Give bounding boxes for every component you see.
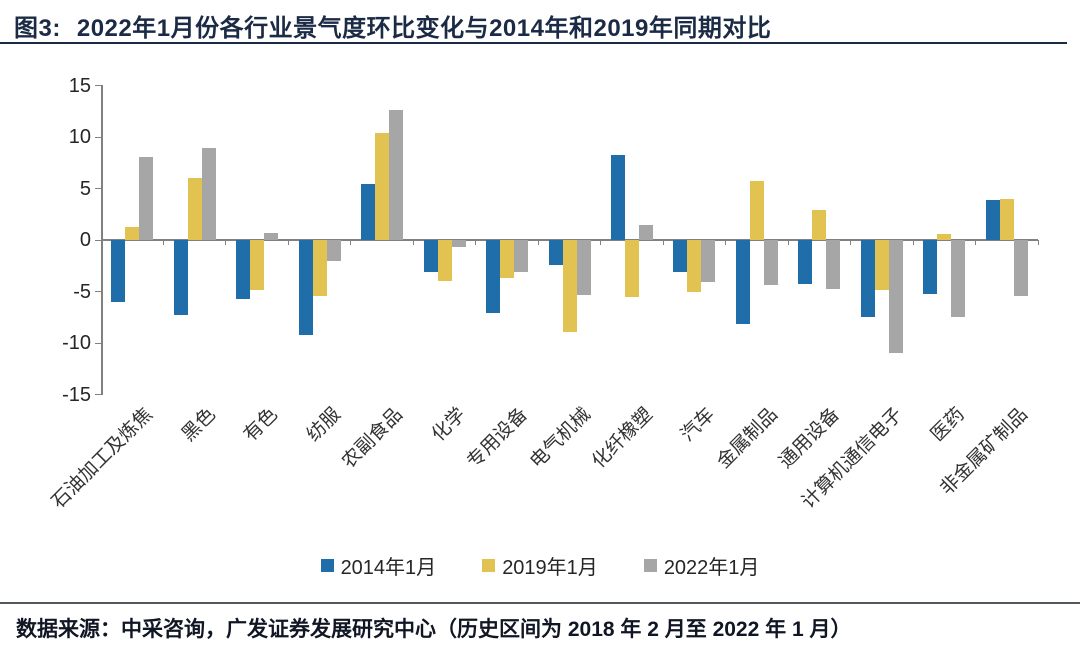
legend-item-2022年1月: 2022年1月 [643,551,760,580]
bar-2022年1月-化学 [451,240,466,248]
bar-2014年1月-化学 [423,240,438,272]
x-tick [537,240,539,245]
bar-2019年1月-汽车 [687,240,702,292]
bar-2022年1月-汽车 [701,240,716,283]
bar-2014年1月-非金属矿制品 [985,199,1000,240]
bar-2019年1月-医药 [937,233,952,240]
y-tick [95,85,101,86]
legend-label: 2014年1月 [340,557,437,579]
y-axis-tick-label: -10 [62,332,91,354]
x-tick [975,240,977,245]
bar-2014年1月-有色 [236,240,251,299]
bar-2014年1月-黑色 [173,240,188,316]
bar-2019年1月-有色 [250,240,265,291]
x-tick [475,240,477,245]
x-tick [600,240,602,245]
x-tick [1037,240,1039,245]
bar-2019年1月-黑色 [187,178,202,240]
bar-2022年1月-计算机通信电子 [888,240,903,354]
bar-2019年1月-化纤橡塑 [624,240,639,297]
bar-2019年1月-金属制品 [749,181,764,240]
legend-swatch-icon [320,559,334,572]
bar-2014年1月-医药 [923,240,938,294]
bar-2019年1月-石油加工及炼焦 [125,226,140,240]
bar-2014年1月-电气机械 [548,240,563,265]
bar-2022年1月-纺服 [326,240,341,261]
legend-swatch-icon [643,559,657,572]
legend-item-2014年1月: 2014年1月 [320,551,437,580]
y-tick [95,136,101,138]
bar-2014年1月-农副食品 [361,184,376,240]
bar-2014年1月-化纤橡塑 [610,154,625,240]
y-tick [95,188,101,189]
data-source-note: 数据来源：中采咨询，广发证券发展研究中心（历史区间为 2018 年 2 月至 2… [16,618,852,641]
bar-2014年1月-专用设备 [486,240,501,314]
y-tick [95,239,101,241]
bar-2022年1月-农副食品 [389,110,404,240]
x-tick [225,240,227,245]
bar-2019年1月-计算机通信电子 [874,240,889,291]
bar-2014年1月-计算机通信电子 [860,240,875,318]
chart-legend: 2014年1月 2019年1月 2022年1月 [0,551,1080,580]
x-tick [412,240,414,245]
y-tick [95,394,101,395]
x-tick [287,240,289,245]
bar-2014年1月-石油加工及炼焦 [111,240,126,302]
bar-2019年1月-非金属矿制品 [999,198,1014,240]
bar-2022年1月-石油加工及炼焦 [139,156,154,240]
x-tick [162,240,164,245]
x-tick [725,240,727,245]
bar-2022年1月-通用设备 [826,240,841,290]
bar-2014年1月-通用设备 [798,240,813,285]
bar-2014年1月-纺服 [298,240,313,335]
bar-2019年1月-纺服 [312,240,327,296]
legend-item-2019年1月: 2019年1月 [482,551,598,580]
bar-2019年1月-通用设备 [812,210,827,240]
bar-2022年1月-化纤橡塑 [638,224,653,240]
legend-label: 2019年1月 [502,557,598,579]
figure-number: 图3: [14,15,61,42]
bar-2022年1月-黑色 [201,148,216,240]
bar-2019年1月-电气机械 [562,240,577,332]
bar-2022年1月-医药 [951,240,966,318]
bar-2019年1月-农副食品 [375,132,390,240]
bar-2019年1月-专用设备 [500,240,515,279]
bar-2022年1月-专用设备 [514,240,529,272]
bar-2019年1月-化学 [437,240,452,282]
bar-2014年1月-汽车 [673,240,688,272]
y-axis-tick-label: -5 [73,280,91,303]
x-tick [850,240,852,245]
y-axis-tick-label: -15 [62,383,91,406]
legend-swatch-icon [482,559,496,572]
title-underline [0,42,1067,44]
figure-title-text: 2022年1月份各行业景气度环比变化与2014年和2019年同期对比 [76,15,772,42]
y-axis-tick-label: 0 [79,229,91,251]
x-tick [912,240,914,245]
y-axis-tick-label: 5 [79,177,91,200]
bar-2022年1月-非金属矿制品 [1013,240,1028,296]
x-tick [350,240,352,245]
x-tick [787,240,789,245]
y-axis-tick-label: 10 [68,126,91,148]
bar-2014年1月-金属制品 [735,240,750,325]
y-axis-tick-label: 15 [68,74,91,97]
figure-title: 图3: 2022年1月份各行业景气度环比变化与2014年和2019年同期对比 [14,8,771,43]
x-tick [100,240,102,245]
bar-2022年1月-金属制品 [763,240,778,286]
y-tick [95,291,101,292]
bar-2022年1月-有色 [264,232,279,240]
y-tick [95,342,101,344]
footer-divider [0,602,1080,604]
x-tick [662,240,664,245]
legend-label: 2022年1月 [663,557,760,579]
bar-2022年1月-电气机械 [576,240,591,295]
